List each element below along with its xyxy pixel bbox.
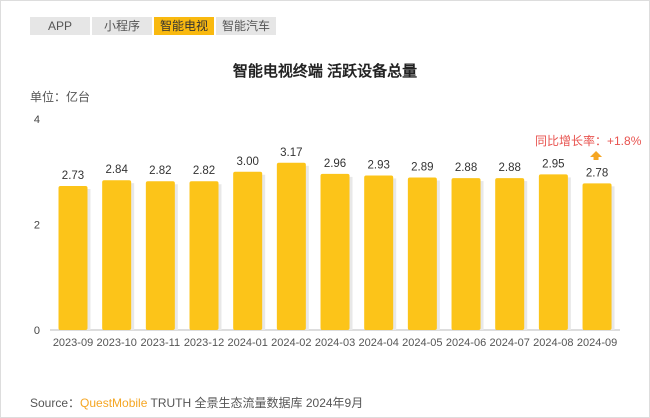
bar-value-label: 2.89 xyxy=(411,162,433,174)
arrow-up-icon xyxy=(590,151,603,160)
source-prefix: Source： xyxy=(30,396,81,410)
bar xyxy=(145,181,175,330)
bar xyxy=(58,185,88,330)
bar xyxy=(189,181,219,330)
bar xyxy=(364,175,394,330)
bar xyxy=(538,174,568,330)
bar xyxy=(582,183,612,330)
tab-smart-tv[interactable]: 智能电视 xyxy=(154,17,214,35)
bar-value-label: 2.78 xyxy=(586,167,608,179)
bar-value-label: 2.93 xyxy=(367,159,389,171)
bar xyxy=(233,171,263,330)
x-tick-label: 2024-06 xyxy=(446,337,486,349)
tab-mini-program[interactable]: 小程序 xyxy=(92,17,152,35)
bar-value-label: 2.88 xyxy=(455,162,477,174)
chart-title: 智能电视终端 活跃设备总量 xyxy=(232,63,418,80)
bar-value-label: 2.95 xyxy=(542,158,564,170)
source-suffix: TRUTH 全景生态流量数据库 2024年9月 xyxy=(147,396,364,410)
bar xyxy=(102,180,132,330)
x-tick-label: 2024-02 xyxy=(271,337,311,349)
source-brand: QuestMobile xyxy=(80,396,148,410)
x-tick-label: 2024-05 xyxy=(402,337,442,349)
x-tick-label: 2024-01 xyxy=(227,337,267,349)
bar-value-label: 3.17 xyxy=(280,147,302,159)
bar xyxy=(276,162,306,330)
bar-value-label: 2.96 xyxy=(324,158,346,170)
bar xyxy=(320,173,350,330)
x-tick-label: 2023-09 xyxy=(53,337,93,349)
x-tick-label: 2023-11 xyxy=(141,337,181,349)
yoy-annotation: 同比增长率：+1.8% xyxy=(535,134,642,148)
bar-value-label: 3.00 xyxy=(236,156,258,168)
tab-smart-car[interactable]: 智能汽车 xyxy=(216,17,276,35)
y-tick-label: 4 xyxy=(34,114,40,126)
x-tick-label: 2024-04 xyxy=(359,337,399,349)
bar xyxy=(407,177,437,330)
bar-value-label: 2.82 xyxy=(193,165,215,177)
x-tick-label: 2024-07 xyxy=(490,337,530,349)
bar-value-label: 2.88 xyxy=(499,162,521,174)
unit-label: 单位：亿台 xyxy=(30,90,91,104)
bar-value-label: 2.82 xyxy=(149,165,171,177)
y-tick-label: 0 xyxy=(34,325,40,337)
x-tick-label: 2024-08 xyxy=(533,337,573,349)
bar xyxy=(495,178,525,330)
y-tick-label: 2 xyxy=(34,220,40,232)
tab-app[interactable]: APP xyxy=(30,17,90,35)
source-note: Source：QuestMobile TRUTH 全景生态流量数据库 2024年… xyxy=(30,394,363,411)
bar-value-label: 2.73 xyxy=(62,170,84,182)
bar-value-label: 2.84 xyxy=(105,164,128,176)
bar xyxy=(451,178,481,330)
category-tabs: APP 小程序 智能电视 智能汽车 xyxy=(30,17,276,35)
x-tick-label: 2024-09 xyxy=(577,337,617,349)
x-tick-label: 2023-12 xyxy=(184,337,224,349)
x-tick-label: 2023-10 xyxy=(96,337,136,349)
x-tick-label: 2024-03 xyxy=(315,337,355,349)
